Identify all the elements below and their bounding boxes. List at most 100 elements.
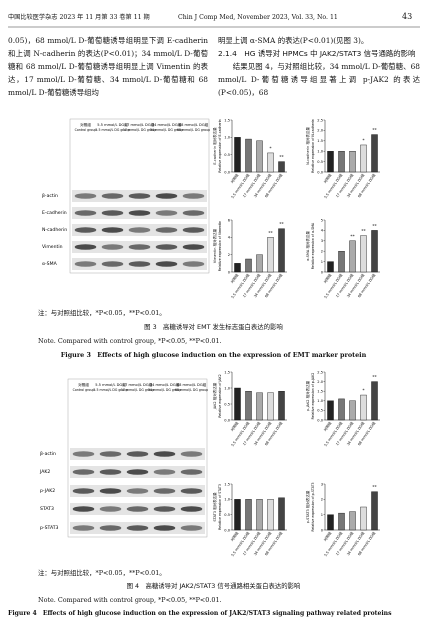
y-tick-label: 1.0 xyxy=(317,150,323,154)
blot-band xyxy=(155,244,178,250)
blot-row-label: β-actin xyxy=(42,193,58,199)
bar xyxy=(234,137,241,173)
y-tick-label: 1.5 xyxy=(224,370,230,374)
blot-band xyxy=(99,488,122,494)
blot-band xyxy=(74,244,97,250)
y-tick-label: 0.5 xyxy=(224,513,230,517)
blot-band xyxy=(126,451,149,457)
journal-cn: 中国比较医学杂志 2023 年 11 月第 33 卷第 11 期 xyxy=(8,14,150,21)
blot-band xyxy=(128,261,151,267)
bar xyxy=(267,499,274,531)
bar xyxy=(327,261,334,273)
y-tick-label: 0.0 xyxy=(224,418,230,422)
y-axis-label: N-cadherin 相对表达量 xyxy=(305,127,310,165)
blot-band xyxy=(155,261,178,267)
bar xyxy=(234,263,241,273)
y-tick-label: 1.5 xyxy=(317,139,323,143)
blot-band xyxy=(153,525,176,531)
blot-row-label: E-cadherin xyxy=(42,210,67,216)
blot-group-label: 17 mmol/L DG group xyxy=(123,128,156,132)
paragraph: 结果见图 4，与对照组比较，34 mmol/L D-葡萄糖、68 mmol/L … xyxy=(218,62,420,97)
bar xyxy=(256,140,263,173)
blot-band xyxy=(74,210,97,216)
y-axis-label: p-JAK2 相对表达量 xyxy=(305,380,310,411)
blot-band xyxy=(72,488,95,494)
blot-band xyxy=(101,261,124,267)
blot-band xyxy=(155,227,178,233)
blot-band xyxy=(126,525,149,531)
y-axis-label: STAT3 相对表达量 xyxy=(212,492,217,522)
blot-group-label: 5.5 mmol/L DG group xyxy=(95,128,129,132)
blot-band xyxy=(126,506,149,512)
significance-label: ** xyxy=(279,222,284,228)
blot-band xyxy=(99,506,122,512)
x-tick-label: 对照组 xyxy=(322,272,332,284)
y-tick-label: 1.5 xyxy=(224,118,230,122)
bar xyxy=(371,230,378,273)
significance-label: ** xyxy=(361,229,366,235)
y-tick-label: 3 xyxy=(321,482,323,486)
note-cn: 注：与对照组比较，*P<0.05，**P<0.01。 xyxy=(38,309,166,317)
blot-band xyxy=(72,469,95,475)
blot-band xyxy=(182,244,205,250)
y-tick-label: 3 xyxy=(321,239,323,243)
bar xyxy=(267,392,274,421)
significance-label: ** xyxy=(279,155,284,161)
bar xyxy=(278,161,285,173)
blot-band xyxy=(74,227,97,233)
y-tick-label: 0 xyxy=(321,270,324,274)
bar xyxy=(371,491,378,531)
bar xyxy=(256,499,263,531)
y-tick-label: 1 xyxy=(321,260,323,264)
blot-group-label: Control group xyxy=(73,388,95,392)
blot-row-label: β-actin xyxy=(40,451,56,457)
blot-band xyxy=(180,451,203,457)
bar xyxy=(338,150,345,173)
y-tick-label: 0 xyxy=(228,270,231,274)
x-tick-label: 对照组 xyxy=(322,420,332,432)
blot-group-label: 17 mmol/L DG组 xyxy=(125,122,155,127)
blot-row-label: p-JAK2 xyxy=(40,488,55,494)
significance-label: ** xyxy=(372,375,377,381)
blot-frame xyxy=(67,378,208,538)
y-axis-label: Relative expression of JAK2 xyxy=(218,374,222,417)
blot-group-label: 34 mmol/L DG组 xyxy=(150,382,180,387)
blot-group-label: 5.5 mmol/L DG组 xyxy=(97,122,128,127)
bar xyxy=(267,152,274,173)
blot-group-label: 对照组 xyxy=(78,382,89,387)
blot-band xyxy=(182,210,205,216)
blot-band xyxy=(153,469,176,475)
y-tick-label: 1.0 xyxy=(317,399,323,403)
x-tick-label: 对照组 xyxy=(322,172,332,184)
y-tick-label: 2 xyxy=(321,498,323,502)
bar xyxy=(234,499,241,531)
y-tick-label: 0.5 xyxy=(317,409,323,413)
journal-en: Chin J Comp Med, November 2023, Vol. 33,… xyxy=(178,14,338,21)
blot-band xyxy=(128,193,151,199)
blot-band xyxy=(74,193,97,199)
blot-group-label: 17 mmol/L DG组 xyxy=(123,382,153,387)
y-tick-label: 0.5 xyxy=(224,153,230,157)
y-tick-label: 1.5 xyxy=(317,390,323,394)
bar xyxy=(278,228,285,273)
y-tick-label: 2.0 xyxy=(317,129,323,133)
y-tick-label: 1.0 xyxy=(224,136,230,140)
blot-group-label: 对照组 xyxy=(80,122,91,127)
note-en: Note. Compared with control group, *P<0.… xyxy=(38,337,222,345)
x-tick-label: 对照组 xyxy=(229,420,239,432)
y-tick-label: 4 xyxy=(321,229,324,233)
bar xyxy=(360,394,367,421)
bar xyxy=(338,398,345,421)
y-tick-label: 0.0 xyxy=(317,170,323,174)
y-tick-label: 6 xyxy=(228,218,231,222)
y-tick-label: 1.0 xyxy=(224,386,230,390)
blot-band xyxy=(72,506,95,512)
bar xyxy=(349,240,356,273)
bar xyxy=(360,144,367,173)
blot-band xyxy=(99,525,122,531)
y-axis-label: Relative expression of STAT3 xyxy=(218,484,222,530)
y-axis-label: Relative expression of E-cadherin xyxy=(218,119,222,172)
body-right: 明显上调 α-SMA 的表达(P<0.01)(见图 3)。 2.1.4 HG 诱… xyxy=(218,34,420,99)
blot-band xyxy=(101,193,124,199)
